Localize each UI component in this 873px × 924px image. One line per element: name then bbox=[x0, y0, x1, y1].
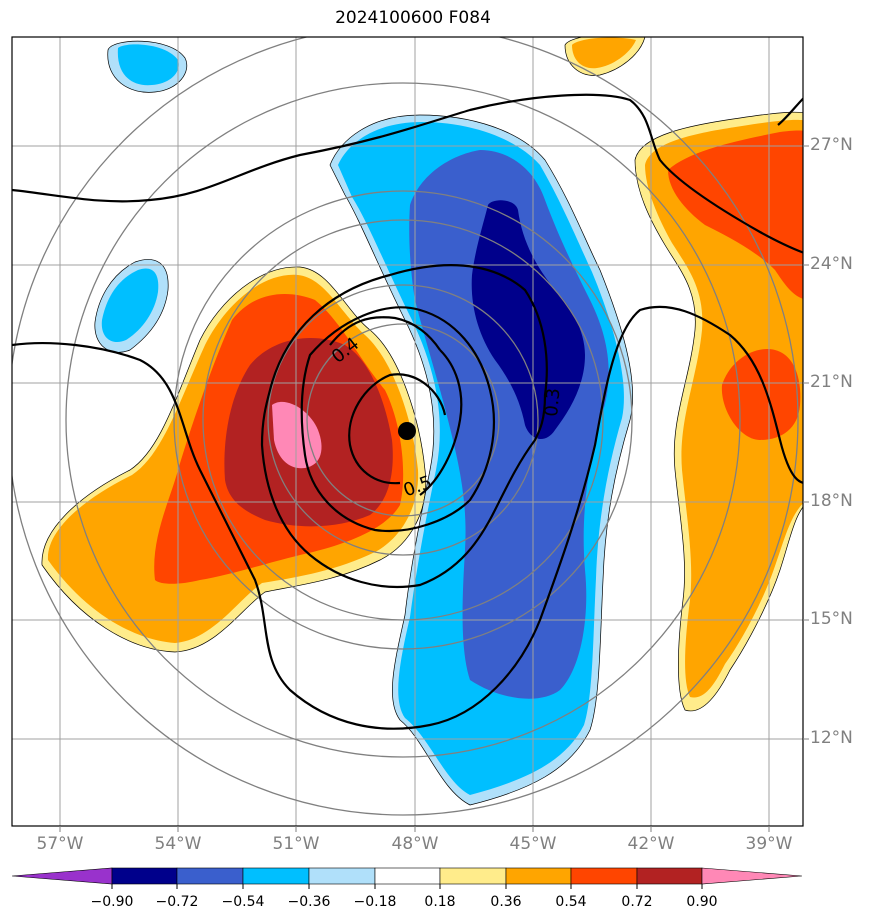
negative-anomaly-center bbox=[329, 114, 633, 806]
colorbar-ticks bbox=[111, 884, 703, 889]
colorbar-label: 0.54 bbox=[555, 894, 587, 910]
colorbar-segment bbox=[439, 867, 507, 885]
range-rings bbox=[12, 37, 799, 816]
colorbar-label: 0.36 bbox=[490, 894, 522, 910]
colorbar-segment bbox=[701, 867, 803, 885]
colorbar-segment bbox=[570, 867, 638, 885]
lat-tick-label: 21°N bbox=[810, 372, 853, 392]
lat-tick-label: 27°N bbox=[810, 135, 853, 155]
colorbar-label: 0.18 bbox=[424, 894, 456, 910]
colorbar-label: −0.90 bbox=[90, 894, 134, 910]
lon-tick-label: 45°W bbox=[509, 834, 557, 854]
negative-anomaly-nw bbox=[107, 40, 188, 93]
colorbar-label: 0.90 bbox=[686, 894, 718, 910]
lat-tick-label: 18°N bbox=[810, 491, 853, 511]
colorbar-segment bbox=[308, 867, 376, 885]
colorbar-label: −0.36 bbox=[287, 894, 331, 910]
colorbar-segment bbox=[111, 867, 178, 885]
lon-tick-label: 48°W bbox=[391, 834, 439, 854]
colorbar-label: −0.72 bbox=[155, 894, 199, 910]
lon-tick-label: 57°W bbox=[36, 834, 84, 854]
contour-label: 0.3 bbox=[541, 387, 564, 417]
map-frame bbox=[11, 36, 804, 827]
colorbar-segment bbox=[636, 867, 703, 885]
colorbar-segment bbox=[176, 867, 244, 885]
contour-lines bbox=[12, 93, 803, 730]
map-plot-area: 0.4 0.5 0.3 bbox=[12, 37, 803, 826]
colorbar-segment bbox=[374, 867, 441, 885]
lon-tick-label: 54°W bbox=[154, 834, 202, 854]
lat-tick-label: 15°N bbox=[810, 609, 853, 629]
colorbar-segment bbox=[11, 867, 113, 885]
lat-tick-label: 24°N bbox=[810, 254, 853, 274]
lon-tick-label: 42°W bbox=[627, 834, 675, 854]
lon-tick-label: 51°W bbox=[272, 834, 320, 854]
lon-tick-label: 39°W bbox=[745, 834, 793, 854]
tick-marks bbox=[59, 145, 809, 832]
colorbar-segment bbox=[505, 867, 572, 885]
colorbar-segment bbox=[242, 867, 310, 885]
negative-anomaly-w bbox=[94, 259, 169, 353]
colorbar-label: 0.72 bbox=[621, 894, 653, 910]
colorbar bbox=[11, 867, 803, 885]
lat-tick-label: 12°N bbox=[810, 728, 853, 748]
colorbar-label: −0.18 bbox=[353, 894, 397, 910]
map-title: 2024100600 F084 bbox=[335, 8, 491, 28]
storm-center-marker bbox=[398, 422, 416, 440]
colorbar-label: −0.54 bbox=[221, 894, 265, 910]
